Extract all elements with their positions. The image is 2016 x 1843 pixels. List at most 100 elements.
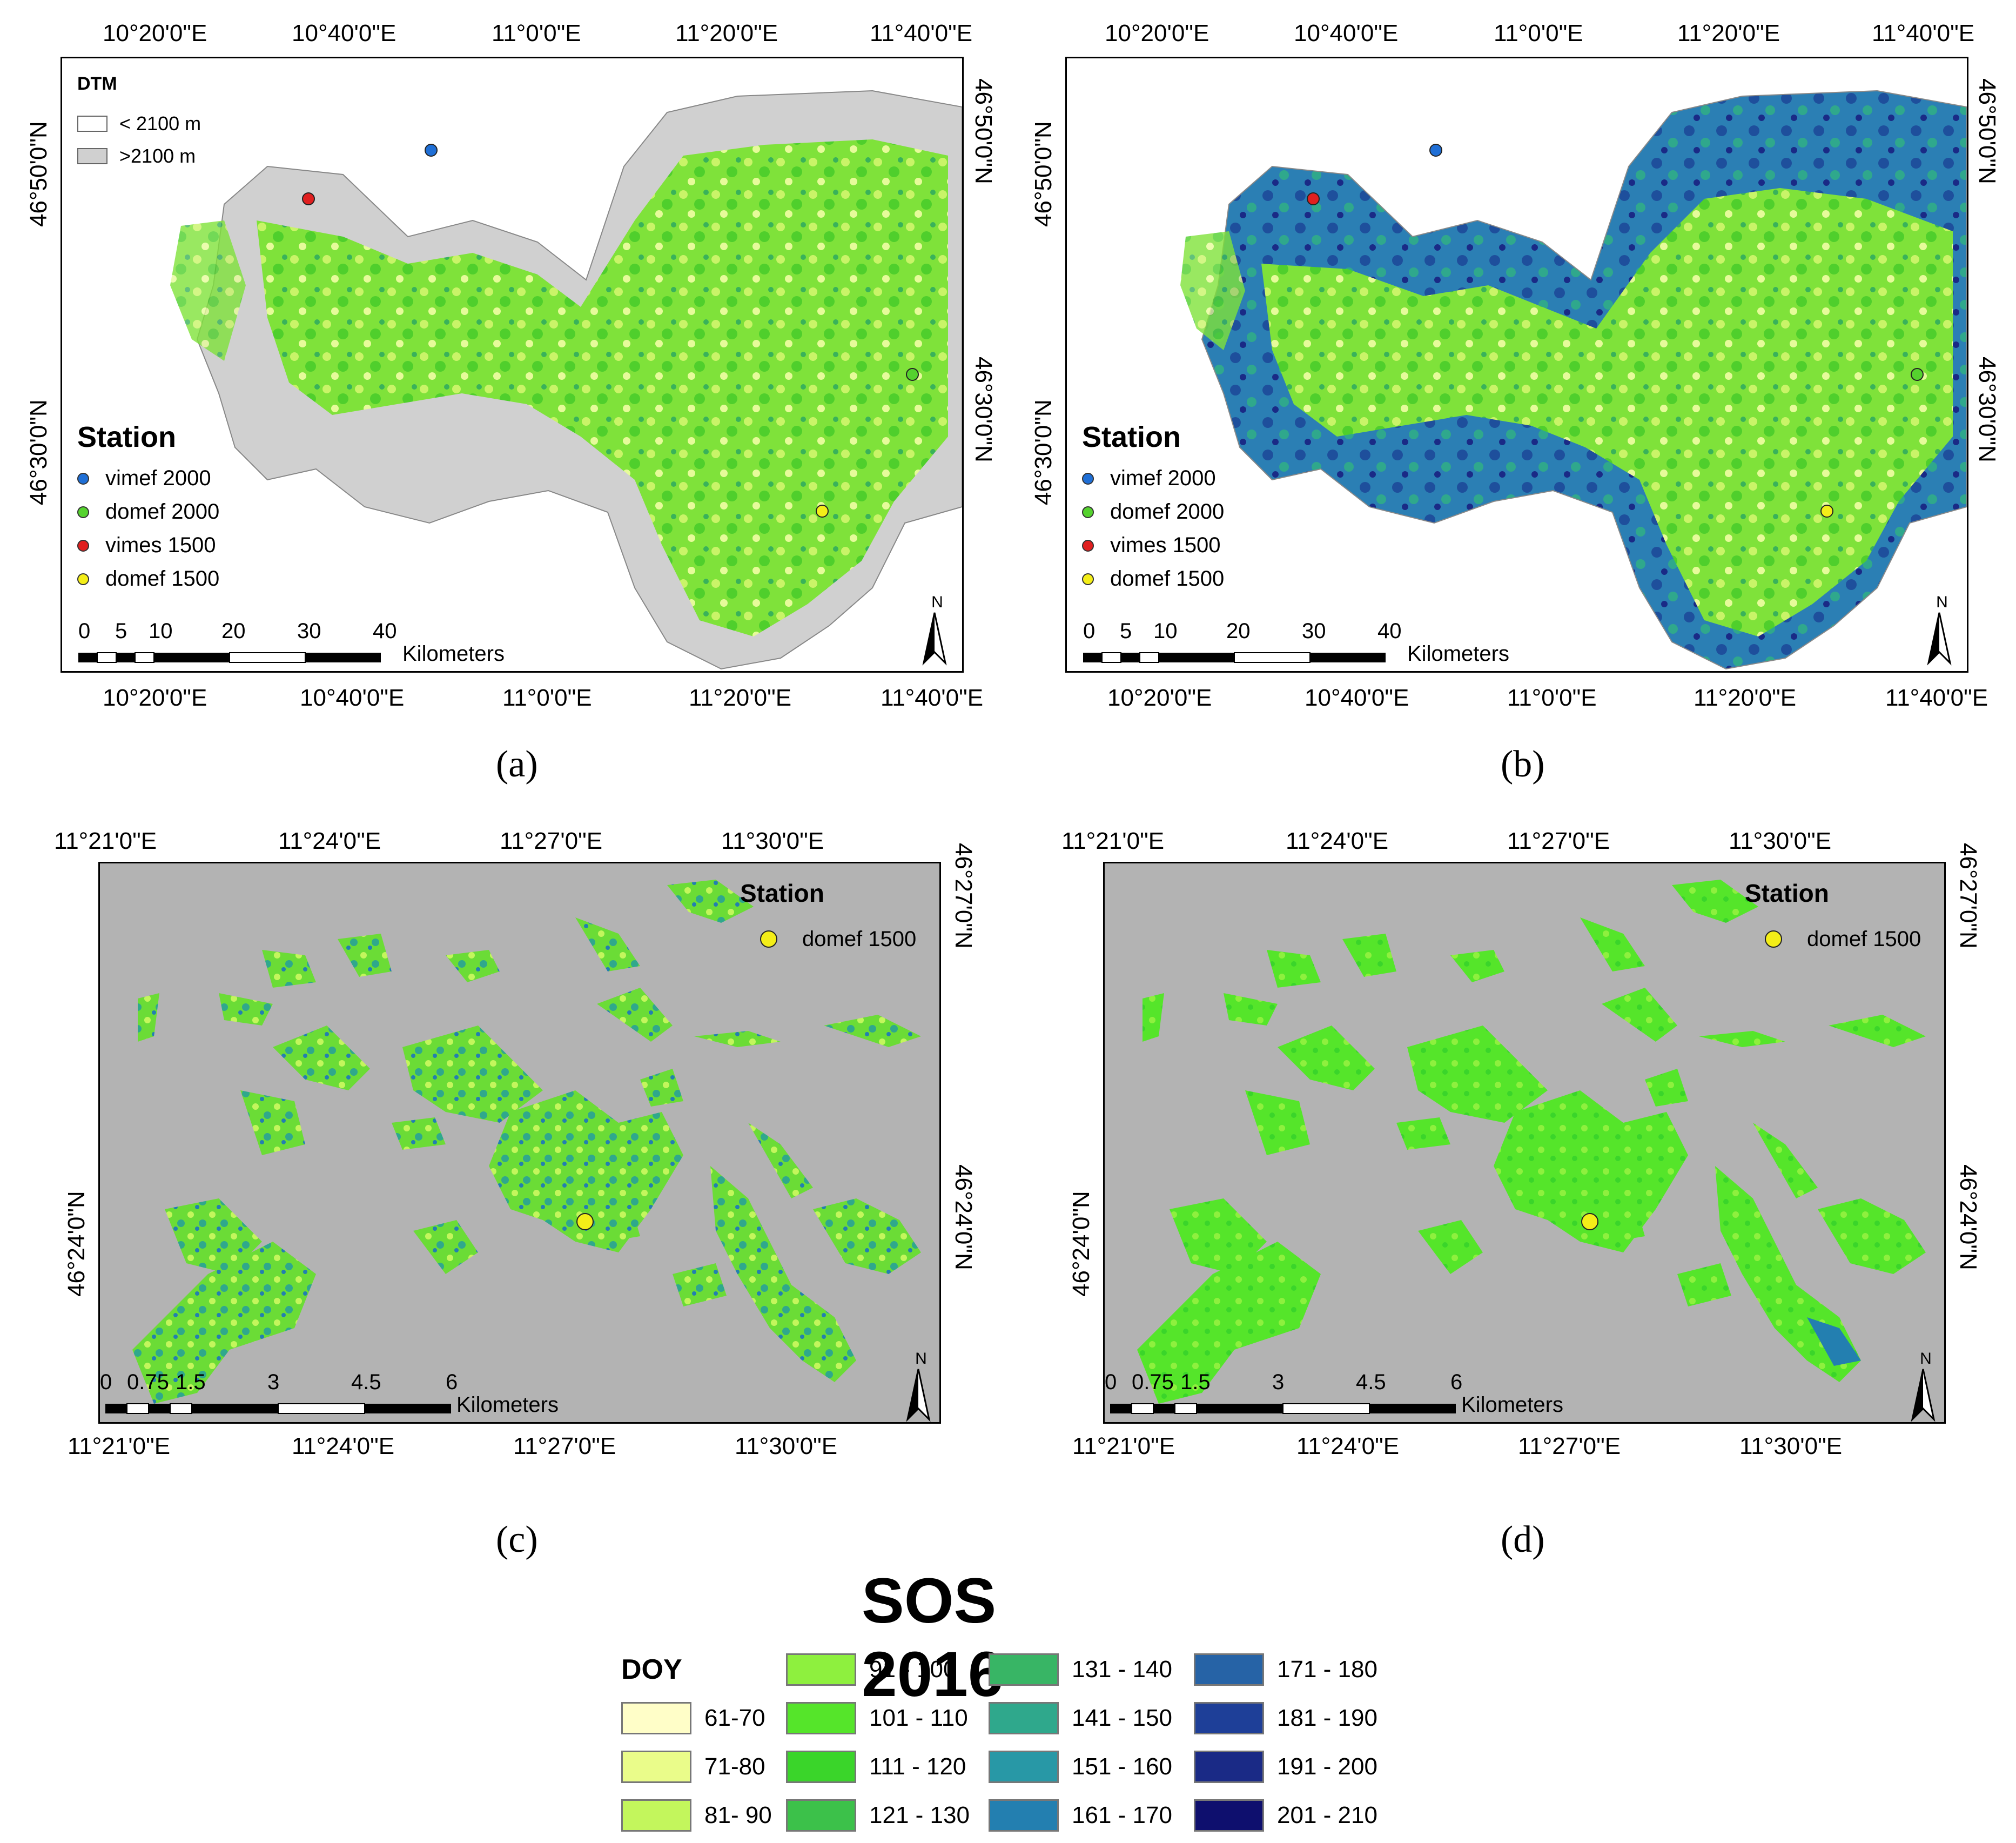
north-arrow-icon: [922, 612, 947, 666]
lat-tick: 46°24'0"N: [1955, 1164, 1981, 1270]
lon-tick: 10°20'0"E: [103, 20, 207, 46]
lat-tick: 46°27'0"N: [950, 843, 977, 949]
lon-tick: 11°30'0"E: [1729, 828, 1832, 854]
lat-tick: 46°50'0"N: [1974, 78, 2000, 184]
doy-class-item: 131 - 140: [989, 1653, 1172, 1686]
lat-tick: 46°50'0"N: [1030, 121, 1057, 227]
doy-class-label: 111 - 120: [869, 1753, 966, 1780]
lon-tick: 11°20'0"E: [675, 20, 778, 46]
station-marker-vimef-2000: [425, 144, 438, 157]
station-legend-item: vimes 1500: [77, 533, 216, 558]
doy-class-swatch: [1194, 1799, 1264, 1832]
lon-tick: 11°27'0"E: [513, 1433, 616, 1459]
station-dot-domef-2000: [1082, 506, 1094, 518]
station-marker-domef-2000: [1911, 368, 1924, 381]
lon-tick: 11°0'0"E: [1507, 685, 1597, 711]
station-legend-label: domef 1500: [802, 927, 917, 951]
station-marker-domef-1500: [576, 1213, 594, 1230]
caption-d: (d): [1501, 1519, 1545, 1560]
doy-class-label: 191 - 200: [1277, 1753, 1377, 1780]
station-legend-title: Station: [740, 879, 824, 907]
lon-tick: 11°40'0"E: [870, 20, 973, 46]
lat-tick: 46°30'0"N: [1974, 357, 2000, 463]
lon-tick: 11°27'0"E: [500, 828, 603, 854]
lat-tick: 46°24'0"N: [950, 1164, 977, 1270]
doy-class-item: 171 - 180: [1194, 1653, 1377, 1686]
lat-tick: 46°30'0"N: [970, 357, 997, 463]
station-marker-domef-1500: [760, 930, 777, 948]
north-arrow: N: [905, 1350, 937, 1422]
station-marker-vimes-1500: [302, 192, 315, 205]
lon-tick: 10°20'0"E: [1105, 20, 1209, 46]
station-marker-vimes-1500: [1307, 192, 1320, 205]
doy-class-label: 61-70: [704, 1705, 765, 1731]
doy-class-swatch: [621, 1702, 691, 1734]
lon-tick: 11°21'0"E: [54, 828, 157, 854]
map-a-raster: [170, 90, 962, 670]
station-marker-domef-2000: [906, 368, 919, 381]
doy-class-label: 91 - 100: [869, 1656, 957, 1683]
doy-class-item: 111 - 120: [786, 1751, 966, 1783]
station-dot-domef-1500: [77, 573, 89, 585]
scale-bar: 0 0.75 1.5 3 4.5 6 Kilometers: [100, 1370, 559, 1417]
north-arrow: N: [921, 593, 953, 666]
doy-class-item: 91 - 100: [786, 1653, 956, 1686]
lon-tick: 10°20'0"E: [1107, 685, 1212, 711]
sos-legend-title: SOS 2016: [862, 1565, 1004, 1710]
lon-tick: 11°20'0"E: [689, 685, 792, 711]
map-d-raster: [1137, 880, 1926, 1404]
lon-tick: 11°21'0"E: [1061, 828, 1165, 854]
doy-class-label: 151 - 160: [1072, 1753, 1172, 1780]
lon-tick: 11°0'0"E: [502, 685, 592, 711]
lon-tick: 11°40'0"E: [1885, 685, 1988, 711]
lon-tick: 11°27'0"E: [1507, 828, 1610, 854]
station-dot-vimes-1500: [1082, 539, 1094, 552]
station-legend-item: vimef 2000: [77, 466, 211, 491]
north-arrow-icon: [1927, 612, 1952, 666]
map-frame-b: Station vimef 2000 domef 2000 vimes 1500…: [1065, 57, 1968, 673]
doy-class-swatch: [989, 1799, 1059, 1832]
north-arrow-icon: [1911, 1369, 1936, 1422]
lon-tick: 10°40'0"E: [292, 20, 397, 46]
dtm-swatch-low: [77, 116, 107, 132]
dtm-legend-title: DTM: [77, 73, 117, 94]
doy-class-item: 81- 90: [621, 1799, 772, 1832]
doy-class-swatch: [786, 1799, 856, 1832]
doy-class-swatch: [786, 1653, 856, 1686]
doy-class-swatch: [1194, 1751, 1264, 1783]
station-dot-domef-1500: [1082, 573, 1094, 585]
doy-class-label: 71-80: [704, 1753, 765, 1780]
doy-class-label: 141 - 150: [1072, 1705, 1172, 1731]
lon-tick: 11°24'0"E: [1296, 1433, 1400, 1459]
doy-class-item: 191 - 200: [1194, 1751, 1377, 1783]
doy-class-item: 101 - 110: [786, 1702, 968, 1734]
lon-tick: 10°20'0"E: [103, 685, 207, 711]
lat-tick: 46°30'0"N: [25, 399, 52, 505]
north-arrow-icon: [906, 1369, 931, 1422]
doy-class-item: 121 - 130: [786, 1799, 970, 1832]
lon-tick: 11°21'0"E: [1072, 1433, 1175, 1459]
lat-tick: 46°27'0"N: [1955, 843, 1981, 949]
map-c-raster: [132, 880, 921, 1404]
doy-class-swatch: [1194, 1653, 1264, 1686]
doy-class-label: 131 - 140: [1072, 1656, 1172, 1683]
lon-tick: 11°40'0"E: [1872, 20, 1975, 46]
doy-class-item: 61-70: [621, 1702, 765, 1734]
scale-bar: 0 5 10 20 30 40 Kilometers: [1083, 619, 1509, 666]
lat-tick: 46°50'0"N: [25, 121, 52, 227]
lon-tick: 11°30'0"E: [721, 828, 824, 854]
map-b-raster: [1180, 90, 1967, 670]
caption-a: (a): [496, 743, 538, 785]
station-dot-vimef-2000: [77, 472, 89, 485]
lon-tick: 11°24'0"E: [278, 828, 381, 854]
station-marker-domef-1500: [1820, 505, 1833, 518]
doy-class-label: 161 - 170: [1072, 1802, 1172, 1828]
lon-tick: 10°40'0"E: [300, 685, 405, 711]
doy-class-swatch: [786, 1702, 856, 1734]
station-legend-item: domef 1500: [1082, 567, 1224, 591]
doy-class-item: 71-80: [621, 1751, 765, 1783]
station-legend-item: domef 1500: [77, 567, 219, 591]
station-legend-item: vimes 1500: [1082, 533, 1221, 558]
doy-class-swatch: [989, 1751, 1059, 1783]
station-legend-title: Station: [77, 421, 176, 453]
